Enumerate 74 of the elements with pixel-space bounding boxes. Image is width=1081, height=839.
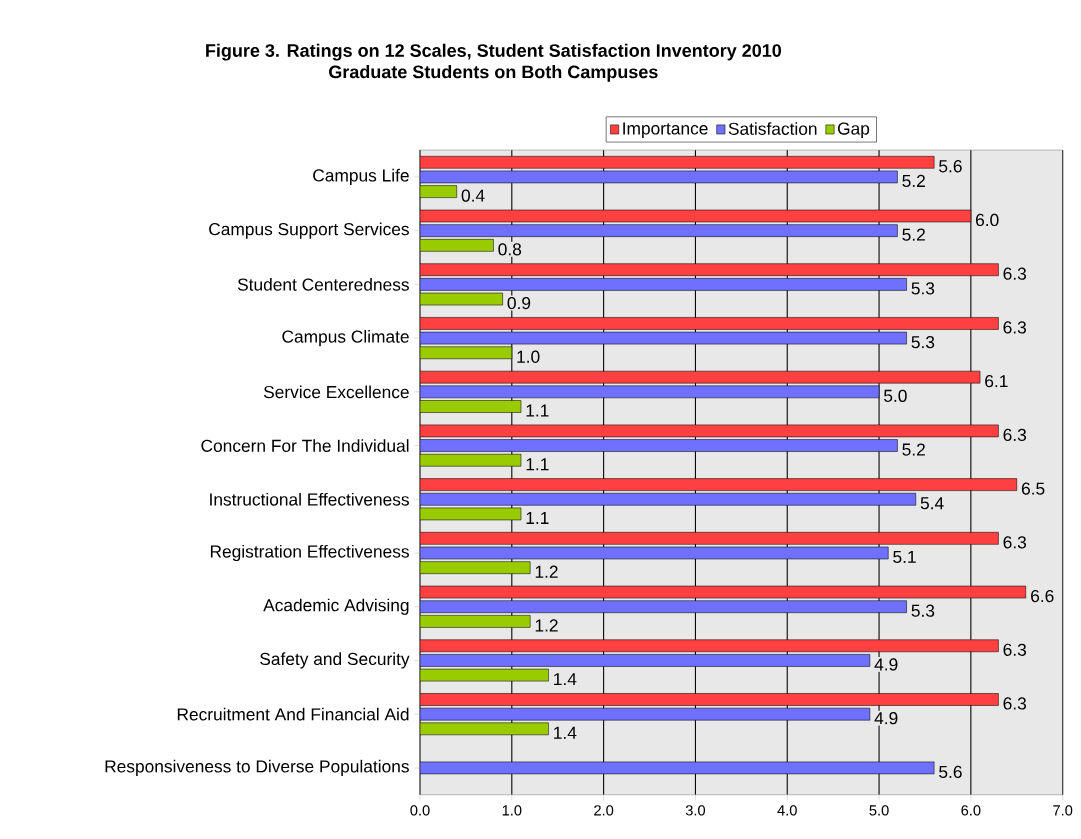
data-label: 5.6 [939, 160, 962, 173]
data-label: 1.4 [554, 726, 577, 739]
chart-subtitle: Graduate Students on Both Campuses [329, 65, 658, 82]
data-label: 0.9 [507, 296, 531, 310]
data-label: 6.3 [1003, 643, 1027, 656]
legend-label: Gap [837, 122, 870, 139]
data-label: 1.4 [554, 673, 577, 686]
data-label: 6.6 [1031, 589, 1054, 603]
legend-label: Importance [623, 122, 708, 139]
data-label: 4.9 [874, 658, 898, 671]
data-label: 5.2 [902, 174, 925, 188]
x-tick-label: 2.0 [594, 805, 614, 816]
data-label: 5.2 [902, 228, 925, 241]
data-label: 0.4 [461, 189, 485, 202]
bar [420, 400, 522, 413]
data-label: 6.3 [1003, 267, 1027, 280]
bar [420, 346, 513, 360]
bar [420, 492, 917, 506]
bar [420, 561, 531, 574]
data-label: 1.1 [526, 404, 549, 417]
legend-label: Satisfaction [728, 122, 817, 135]
data-label: 5.6 [939, 765, 962, 779]
data-label: 5.3 [911, 335, 935, 349]
bar [420, 707, 871, 721]
x-tick-label: 4.0 [777, 805, 797, 816]
data-label: 5.2 [902, 443, 925, 456]
data-label: 6.0 [976, 213, 999, 227]
data-label: 6.1 [985, 375, 1008, 388]
y-tick-label: Service Excellence [263, 385, 409, 399]
y-tick-label: Campus Climate [282, 330, 409, 347]
data-label: 5.4 [920, 497, 944, 510]
y-tick-label: Registration Effectiveness [210, 544, 409, 562]
bar [420, 385, 880, 399]
y-tick-label: Campus Life [313, 168, 409, 186]
y-tick-label: Academic Advising [263, 598, 409, 615]
data-label: 5.1 [893, 550, 916, 564]
x-tick-label: 7.0 [1053, 805, 1073, 816]
y-tick-label: Student Centeredness [237, 278, 409, 291]
bar [420, 224, 898, 237]
x-tick-label: 3.0 [685, 805, 706, 816]
y-tick-label: Instructional Effectiveness [210, 492, 409, 506]
data-label: 5.0 [884, 389, 907, 402]
bar [420, 600, 907, 613]
bar [420, 453, 522, 467]
y-tick-label: Recruitment And Financial Aid [177, 707, 409, 721]
bar [420, 239, 494, 252]
bar [420, 615, 531, 628]
data-label: 1.2 [535, 619, 558, 632]
x-tick-label: 0.0 [410, 805, 430, 816]
y-tick-label: Safety and Security [260, 652, 410, 669]
data-label: 6.3 [1003, 321, 1027, 334]
x-tick-label: 1.0 [502, 805, 522, 816]
data-label: 6.3 [1003, 697, 1027, 710]
data-label: 6.3 [1003, 536, 1027, 549]
data-label: 5.3 [911, 604, 935, 617]
data-label: 1.1 [526, 511, 549, 524]
data-label: 4.9 [874, 712, 898, 725]
y-tick-label: Campus Support Services [209, 222, 409, 239]
bar [420, 722, 549, 736]
y-tick-label: Responsiveness to Diverse Populations [105, 759, 409, 776]
data-label: 5.3 [911, 282, 935, 295]
data-label: 6.3 [1003, 428, 1027, 442]
bar [420, 278, 907, 291]
x-tick-label: 6.0 [961, 805, 981, 816]
data-label: 1.2 [535, 565, 558, 578]
data-label: 0.8 [498, 243, 522, 256]
y-tick-label: Concern For The Individual [201, 439, 409, 452]
data-label: 6.5 [1021, 482, 1045, 495]
data-label: 1.1 [526, 458, 549, 471]
x-tick-label: 5.0 [869, 805, 889, 816]
bar [420, 654, 871, 667]
bar [420, 439, 898, 452]
data-label: 1.0 [517, 350, 540, 363]
chart-title: Figure 3. Ratings on 12 Scales, Student Satisfaction Inventory 2010 [206, 43, 782, 61]
